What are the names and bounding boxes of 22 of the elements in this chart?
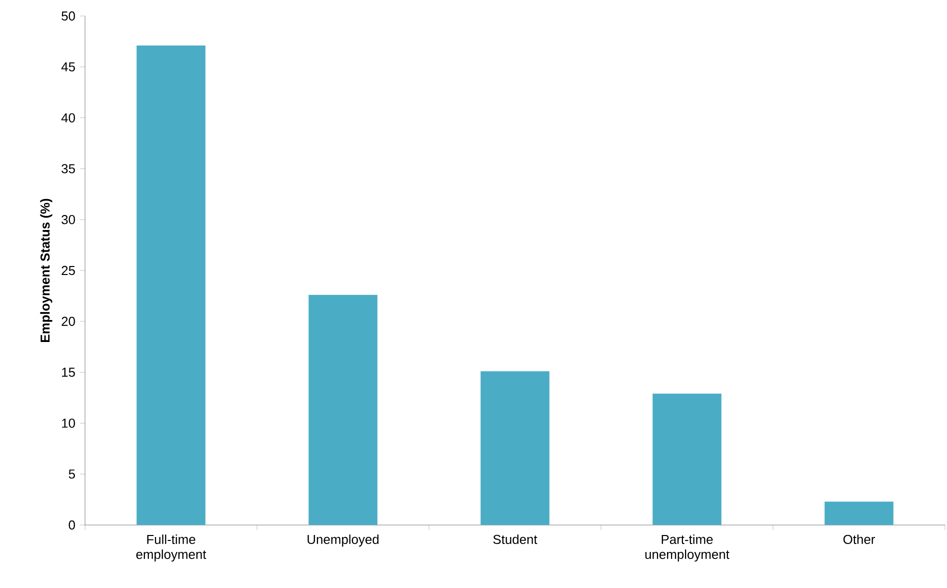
x-tick-label: Part-time unemployment bbox=[645, 534, 730, 562]
bar bbox=[308, 294, 378, 525]
y-tick-label: 10 bbox=[62, 418, 75, 428]
x-tick-label: Unemployed bbox=[308, 534, 379, 547]
bar bbox=[136, 46, 206, 525]
y-tick-label: 0 bbox=[68, 520, 75, 530]
y-axis-title: Employment Status (%) bbox=[40, 198, 52, 342]
bar bbox=[480, 371, 550, 525]
y-tick-label: 5 bbox=[68, 470, 75, 479]
y-tick-label: 50 bbox=[62, 11, 75, 21]
x-tick-label: Student bbox=[493, 534, 538, 544]
x-tick-label: Other bbox=[843, 534, 875, 544]
y-tick-label: 15 bbox=[62, 368, 75, 377]
bar bbox=[824, 502, 894, 525]
y-tick-label: 25 bbox=[62, 266, 75, 276]
y-tick-label: 30 bbox=[62, 215, 75, 224]
y-tick-label: 35 bbox=[62, 164, 75, 174]
y-tick-label: 40 bbox=[61, 113, 75, 122]
y-tick-label: 45 bbox=[61, 62, 75, 72]
bar bbox=[652, 394, 722, 525]
x-tick-label: Full-time employment bbox=[136, 534, 206, 562]
y-tick-label: 20 bbox=[62, 316, 75, 326]
